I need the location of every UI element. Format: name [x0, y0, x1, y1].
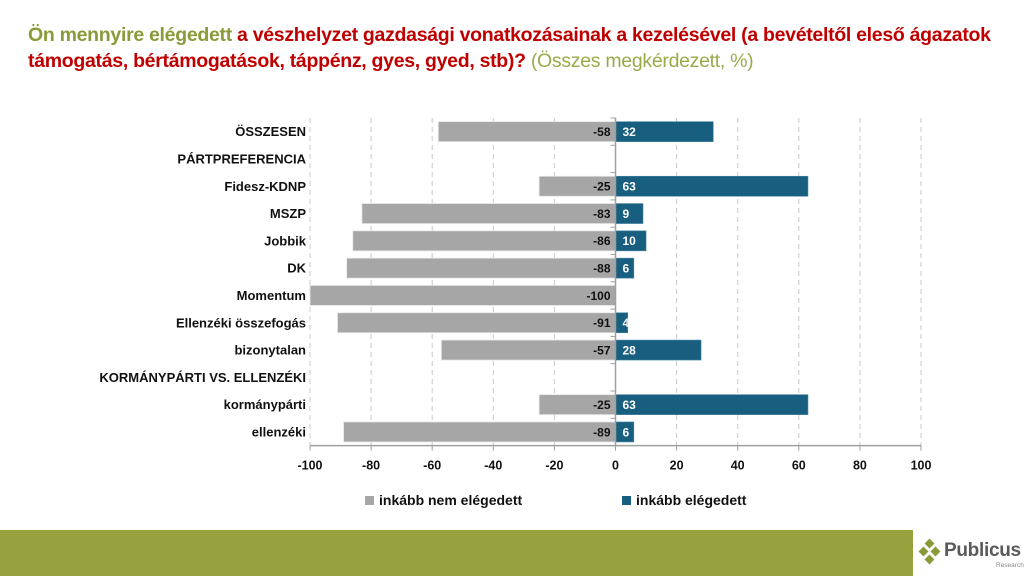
x-tick-label: -100 [297, 459, 322, 473]
chart-title: Ön mennyire elégedett a vészhelyzet gazd… [28, 22, 1008, 74]
category-label: Fidesz-KDNP [224, 179, 306, 194]
legend-swatch-grey [365, 495, 374, 505]
x-tick-label: 40 [731, 459, 745, 473]
data-label-not-satisfied: -25 [593, 398, 611, 412]
bar-not-satisfied [346, 257, 616, 279]
x-tick-label: -40 [484, 459, 502, 473]
logo-name: Publicus [944, 540, 1021, 561]
data-label-not-satisfied: -83 [593, 207, 611, 221]
data-label-not-satisfied: -86 [593, 234, 611, 248]
data-label-not-satisfied: -57 [593, 343, 611, 357]
publicus-logo: Publicus Research [918, 537, 1024, 571]
category-label: KORMÁNYPÁRTI VS. ELLENZÉKI [99, 370, 306, 385]
bar-not-satisfied [309, 285, 616, 306]
data-label-satisfied: 63 [623, 180, 637, 194]
category-label: PÁRTPREFERENCIA [177, 151, 306, 166]
data-label-not-satisfied: -91 [593, 316, 611, 330]
bar-not-satisfied [437, 121, 616, 143]
title-base-note: (Összes megkérdezett, %) [525, 50, 754, 72]
x-tick-label: 80 [853, 459, 867, 473]
data-label-not-satisfied: -89 [593, 425, 611, 439]
category-label: ÖSSZESEN [235, 124, 306, 139]
x-tick-label: -20 [545, 459, 563, 473]
category-label: Momentum [237, 288, 306, 303]
x-tick-label: 20 [670, 459, 684, 473]
bar-satisfied [615, 394, 809, 415]
legend-item-satisfied: inkább elégedett [622, 492, 746, 508]
x-tick-label: 100 [911, 459, 932, 473]
data-label-satisfied: 63 [623, 398, 637, 412]
legend-label: inkább nem elégedett [379, 492, 523, 508]
data-label-satisfied: 9 [623, 207, 630, 221]
bar-satisfied [615, 175, 809, 197]
data-label-not-satisfied: -25 [593, 180, 611, 194]
data-label-satisfied: 6 [623, 261, 630, 275]
data-label-not-satisfied: -58 [593, 125, 611, 139]
logo-subtitle: Research [996, 562, 1024, 569]
x-tick-label: -80 [362, 459, 380, 473]
category-label: Ellenzéki összefogás [176, 315, 306, 330]
bar-not-satisfied [440, 339, 616, 361]
bar-not-satisfied [352, 230, 616, 252]
title-question-body: a vészhelyzet gazdasági vonatkozásainak … [28, 24, 991, 72]
category-label: kormánypárti [224, 397, 306, 412]
x-tick-label: 0 [612, 459, 619, 473]
bar-not-satisfied [337, 312, 616, 334]
data-label-satisfied: 32 [623, 125, 637, 139]
footer-bar [0, 530, 913, 576]
data-label-satisfied: 4 [623, 316, 630, 330]
x-tick-label: 60 [792, 459, 806, 473]
category-label: DK [287, 261, 306, 276]
data-label-not-satisfied: -88 [593, 261, 611, 275]
category-label: ellenzéki [252, 424, 306, 439]
data-label-not-satisfied: -100 [586, 289, 610, 303]
legend-label: inkább elégedett [636, 492, 747, 508]
category-label: MSZP [270, 206, 306, 221]
data-label-satisfied: 10 [623, 234, 637, 248]
data-label-satisfied: 28 [623, 343, 637, 357]
chart-legend: inkább nem elégedett inkább elégedett [0, 492, 1024, 512]
category-label: bizonytalan [234, 343, 306, 358]
bar-satisfied [615, 203, 644, 224]
category-label: Jobbik [264, 233, 307, 248]
x-tick-label: -60 [423, 459, 441, 473]
logo-diamonds-icon [918, 539, 941, 565]
data-label-satisfied: 6 [623, 425, 630, 439]
bar-not-satisfied [361, 203, 616, 224]
title-question-lead: Ön mennyire elégedett [28, 24, 232, 46]
legend-item-not-satisfied: inkább nem elégedett [365, 492, 522, 508]
bar-not-satisfied [343, 421, 616, 443]
legend-swatch-blue [622, 495, 631, 505]
